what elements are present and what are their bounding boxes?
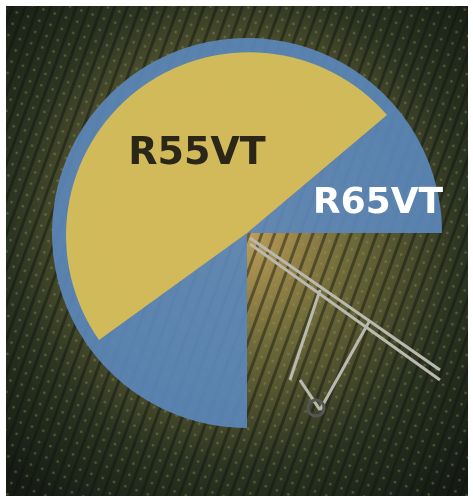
irrigation-pivot <box>249 236 441 418</box>
label-r55vt: R55VT <box>128 129 266 173</box>
label-r65vt: R65VT <box>313 181 444 222</box>
yellow-sector <box>66 52 387 341</box>
